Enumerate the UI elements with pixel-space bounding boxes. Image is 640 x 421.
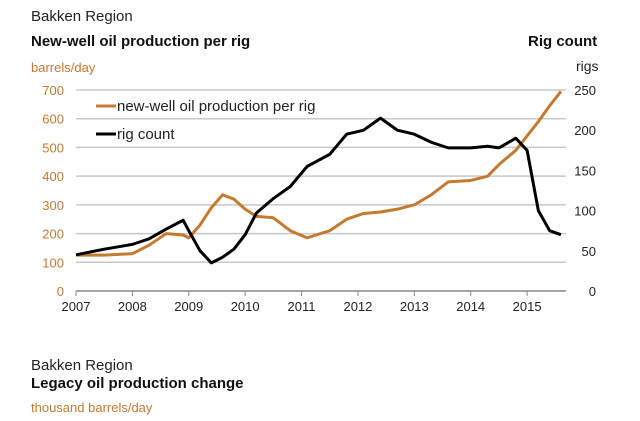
x-tick-label: 2010 bbox=[231, 299, 260, 314]
left-axis-unit: barrels/day bbox=[31, 60, 96, 75]
y2-tick-label: 0 bbox=[589, 284, 596, 299]
x-tick-label: 2013 bbox=[400, 299, 429, 314]
legend-label: rig count bbox=[117, 126, 175, 143]
x-tick-label: 2007 bbox=[62, 299, 91, 314]
series-line-rig-count bbox=[75, 116, 562, 265]
y2-tick-label: 200 bbox=[574, 123, 596, 138]
y-tick-label: 600 bbox=[42, 112, 64, 127]
lower-region-label: Bakken Region bbox=[31, 357, 133, 374]
y-tick-label: 200 bbox=[42, 227, 64, 242]
x-tick-label: 2008 bbox=[118, 299, 147, 314]
y2-tick-label: 250 bbox=[574, 83, 596, 98]
y-tick-label: 300 bbox=[42, 198, 64, 213]
chart-title: New-well oil production per rig bbox=[31, 33, 251, 50]
lower-axis-unit: thousand barrels/day bbox=[31, 400, 153, 415]
y-tick-label: 100 bbox=[42, 255, 64, 270]
right-title: Rig count bbox=[528, 33, 598, 50]
x-tick-label: 2014 bbox=[456, 299, 485, 314]
y-tick-label: 500 bbox=[42, 140, 64, 155]
y2-tick-label: 100 bbox=[574, 204, 596, 219]
y-tick-label: 700 bbox=[42, 83, 64, 98]
y-tick-label: 400 bbox=[42, 169, 64, 184]
x-tick-label: 2015 bbox=[513, 299, 542, 314]
plot-area: 0 100 200 300 400 500 600 700 0 50 100 150 200 250 200… bbox=[42, 83, 596, 314]
x-tick-label: 2011 bbox=[288, 299, 316, 314]
y-tick-label: 0 bbox=[57, 284, 64, 299]
x-tick-label: 2012 bbox=[343, 299, 372, 314]
legend-label: new-well oil production per rig bbox=[117, 98, 315, 115]
x-tick-label: 2009 bbox=[174, 299, 203, 314]
series-line-production bbox=[76, 90, 563, 257]
y2-tick-label: 50 bbox=[582, 244, 596, 259]
y2-tick-label: 150 bbox=[574, 163, 596, 178]
region-label: Bakken Region bbox=[31, 8, 133, 25]
right-axis-unit: rigs bbox=[576, 58, 599, 74]
lower-chart-title: Legacy oil production change bbox=[31, 375, 244, 392]
